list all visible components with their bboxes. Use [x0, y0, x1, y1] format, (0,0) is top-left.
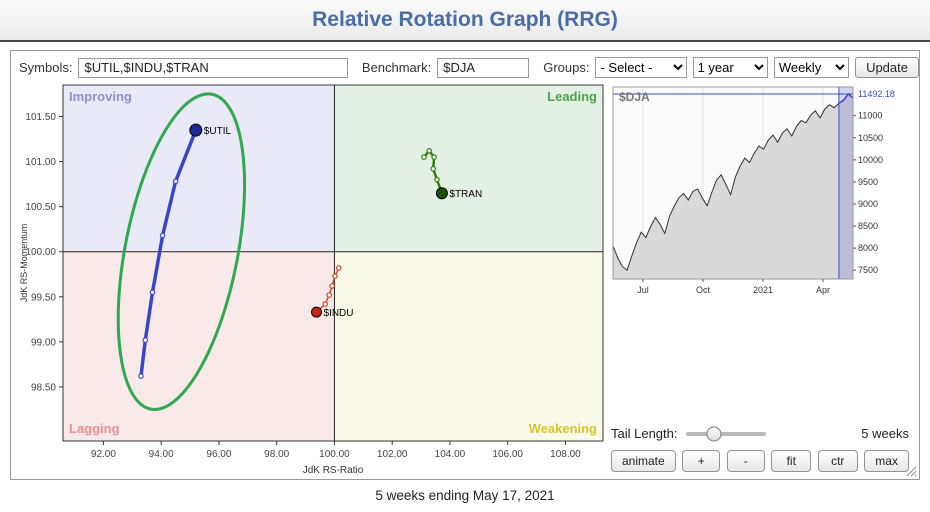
- annotation-ellipse: [116, 92, 247, 412]
- svg-text:10000: 10000: [858, 155, 883, 165]
- ctr-button[interactable]: ctr: [817, 450, 858, 472]
- chart-buttons: animate + - fit ctr max: [611, 450, 909, 472]
- rrg-chart-container: Improving Leading Lagging Weakening $UTIL $IN…: [17, 81, 609, 482]
- svg-text:10500: 10500: [858, 133, 883, 143]
- svg-text:101.00: 101.00: [25, 157, 56, 168]
- quadrant-label-improving: Improving: [69, 89, 132, 104]
- benchmark-chart-title: $DJA: [619, 90, 650, 104]
- svg-text:94.00: 94.00: [149, 449, 174, 460]
- price-line-highlight: [838, 92, 854, 104]
- quadrant-label-weakening: Weakening: [529, 421, 597, 436]
- slider-thumb[interactable]: [706, 426, 721, 441]
- svg-text:100.00: 100.00: [25, 247, 56, 258]
- svg-text:108.00: 108.00: [550, 449, 581, 460]
- svg-text:98.50: 98.50: [31, 382, 56, 393]
- period-select[interactable]: 1 year: [692, 57, 768, 78]
- footer-text: 5 weeks ending May 17, 2021: [375, 488, 555, 503]
- tail-period-band: [838, 87, 853, 279]
- quadrant-label-leading: Leading: [547, 89, 597, 104]
- zoom-out-button[interactable]: -: [726, 450, 765, 472]
- svg-text:100.50: 100.50: [25, 202, 56, 213]
- svg-text:104.00: 104.00: [435, 449, 466, 460]
- svg-text:98.00: 98.00: [264, 449, 289, 460]
- tail-length-control: Tail Length: 5 weeks: [611, 426, 909, 441]
- symbols-label: Symbols:: [19, 60, 73, 75]
- animate-button[interactable]: animate: [611, 450, 676, 472]
- svg-text:7500: 7500: [858, 265, 878, 275]
- x-axis-label: JdK RS-Ratio: [303, 465, 364, 476]
- fit-button[interactable]: fit: [771, 450, 812, 472]
- svg-text:Apr: Apr: [816, 285, 830, 295]
- svg-text:8000: 8000: [858, 243, 878, 253]
- tail-length-label: Tail Length:: [611, 426, 678, 441]
- toolbar: Symbols: Benchmark: Groups: - Select - 1…: [11, 51, 919, 81]
- tail-$UTIL: [139, 129, 198, 377]
- svg-text:9000: 9000: [858, 199, 878, 209]
- y-axis-label: JdK RS-Momentum: [19, 224, 29, 303]
- resize-handle[interactable]: [904, 464, 917, 477]
- quadrant-improving: [63, 85, 335, 252]
- symbol-dot-$TRAN[interactable]: [435, 187, 448, 200]
- quadrant-leading: [334, 85, 603, 252]
- rrg-panel: Symbols: Benchmark: Groups: - Select - 1…: [10, 50, 920, 480]
- svg-text:2021: 2021: [753, 285, 773, 295]
- zoom-in-button[interactable]: +: [682, 450, 721, 472]
- price-line: [612, 93, 854, 272]
- symbol-label-$TRAN: $TRAN: [449, 189, 482, 200]
- spacer: [611, 305, 909, 426]
- groups-select[interactable]: - Select -: [595, 57, 687, 78]
- max-button[interactable]: max: [864, 450, 909, 472]
- svg-text:Oct: Oct: [696, 285, 711, 295]
- symbol-label-$UTIL: $UTIL: [204, 126, 232, 137]
- svg-text:99.00: 99.00: [31, 337, 56, 348]
- svg-text:11000: 11000: [858, 111, 882, 121]
- svg-text:102.00: 102.00: [377, 449, 408, 460]
- svg-text:92.00: 92.00: [91, 449, 116, 460]
- last-price-label: 11492.18: [858, 89, 895, 99]
- quadrant-label-lagging: Lagging: [69, 421, 120, 436]
- frequency-select[interactable]: Weekly: [773, 57, 850, 78]
- svg-text:8500: 8500: [858, 221, 878, 231]
- benchmark-label: Benchmark:: [361, 60, 432, 75]
- symbol-dot-$UTIL[interactable]: [189, 123, 203, 137]
- svg-text:96.00: 96.00: [206, 449, 231, 460]
- svg-text:106.00: 106.00: [492, 449, 523, 460]
- groups-label: Groups:: [543, 60, 590, 75]
- right-column: 7500 8000 8500 9000 9500 10000 10500 11000 11492…: [609, 81, 915, 482]
- svg-text:Jul: Jul: [637, 285, 649, 295]
- svg-text:99.50: 99.50: [31, 292, 56, 303]
- symbols-input[interactable]: [78, 57, 348, 78]
- benchmark-input[interactable]: [437, 57, 530, 78]
- svg-text:100.00: 100.00: [319, 449, 350, 460]
- dja-chart[interactable]: 7500 8000 8500 9000 9500 10000 10500 11000 11492…: [611, 81, 903, 305]
- content-area: Improving Leading Lagging Weakening $UTIL $IN…: [11, 81, 919, 482]
- update-button[interactable]: Update: [855, 57, 919, 78]
- rrg-chart[interactable]: Improving Leading Lagging Weakening $UTIL $IN…: [17, 81, 609, 477]
- tail-length-slider[interactable]: [685, 426, 766, 441]
- app-header: Relative Rotation Graph (RRG): [0, 0, 930, 42]
- svg-text:101.50: 101.50: [25, 112, 56, 123]
- symbol-label-$INDU: $INDU: [324, 308, 354, 319]
- symbol-dot-$INDU[interactable]: [311, 306, 322, 318]
- svg-text:9500: 9500: [858, 177, 878, 187]
- tail-length-value: 5 weeks: [861, 426, 909, 441]
- quadrant-weakening: [334, 251, 603, 441]
- page-title: Relative Rotation Graph (RRG): [312, 8, 618, 31]
- quadrant-lagging: [63, 251, 335, 441]
